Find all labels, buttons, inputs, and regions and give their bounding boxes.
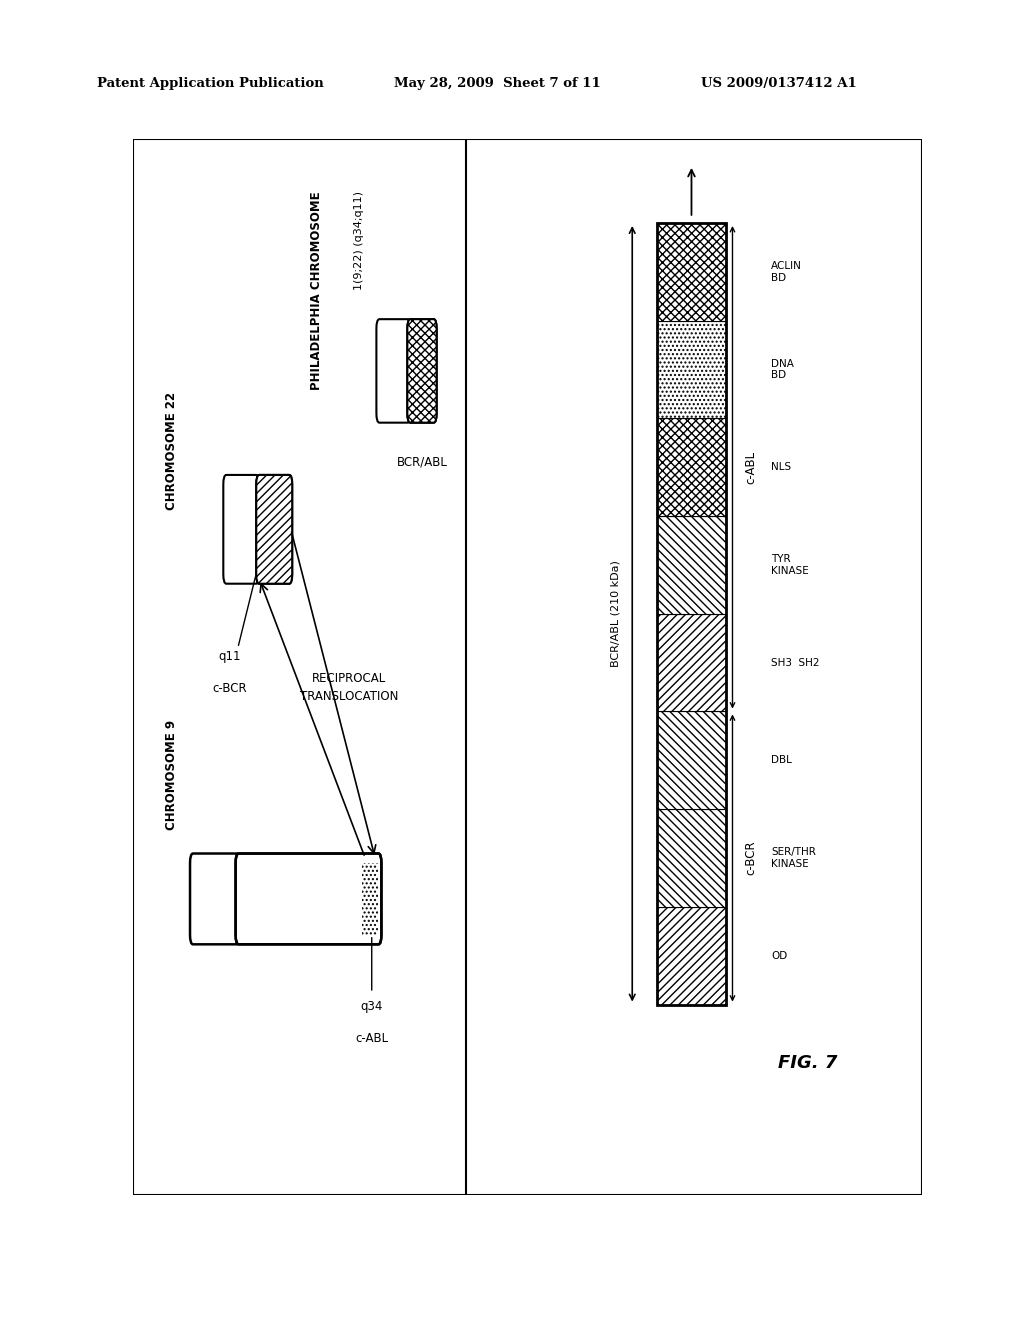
FancyBboxPatch shape bbox=[408, 319, 436, 422]
FancyBboxPatch shape bbox=[236, 854, 381, 944]
FancyBboxPatch shape bbox=[223, 475, 259, 583]
FancyBboxPatch shape bbox=[190, 854, 240, 944]
Bar bbox=[657, 809, 726, 907]
Text: FIG. 7: FIG. 7 bbox=[778, 1053, 838, 1072]
Bar bbox=[657, 223, 726, 1005]
Text: q34: q34 bbox=[360, 1001, 383, 1014]
Text: DBL: DBL bbox=[771, 755, 793, 766]
Text: SH3  SH2: SH3 SH2 bbox=[771, 657, 820, 668]
Bar bbox=[657, 321, 726, 418]
Text: Patent Application Publication: Patent Application Publication bbox=[97, 77, 324, 90]
Text: c-BCR: c-BCR bbox=[212, 682, 247, 694]
FancyBboxPatch shape bbox=[408, 319, 436, 422]
Bar bbox=[657, 516, 726, 614]
Text: CHROMOSOME 9: CHROMOSOME 9 bbox=[165, 719, 178, 829]
FancyBboxPatch shape bbox=[377, 319, 411, 422]
Text: TYR
KINASE: TYR KINASE bbox=[771, 554, 809, 576]
Text: May 28, 2009  Sheet 7 of 11: May 28, 2009 Sheet 7 of 11 bbox=[394, 77, 601, 90]
Text: BCR/ABL (210 kDa): BCR/ABL (210 kDa) bbox=[611, 561, 621, 667]
Text: c-BCR: c-BCR bbox=[743, 841, 757, 875]
Text: c-ABL: c-ABL bbox=[743, 450, 757, 484]
Bar bbox=[657, 711, 726, 809]
Text: NLS: NLS bbox=[771, 462, 792, 473]
Bar bbox=[657, 907, 726, 1005]
Text: BCR/ABL: BCR/ABL bbox=[396, 455, 447, 469]
Text: c-ABL: c-ABL bbox=[355, 1032, 388, 1045]
Text: SER/THR
KINASE: SER/THR KINASE bbox=[771, 847, 816, 869]
Text: ACLIN
BD: ACLIN BD bbox=[771, 261, 802, 282]
FancyBboxPatch shape bbox=[256, 475, 292, 583]
Bar bbox=[657, 614, 726, 711]
Bar bbox=[657, 223, 726, 321]
Text: RECIPROCAL
TRANSLOCATION: RECIPROCAL TRANSLOCATION bbox=[300, 672, 398, 704]
Text: OD: OD bbox=[771, 950, 787, 961]
Bar bbox=[362, 863, 379, 935]
Text: US 2009/0137412 A1: US 2009/0137412 A1 bbox=[701, 77, 857, 90]
Text: DNA
BD: DNA BD bbox=[771, 359, 794, 380]
Text: CHROMOSOME 22: CHROMOSOME 22 bbox=[165, 392, 178, 510]
FancyBboxPatch shape bbox=[256, 475, 292, 583]
Bar bbox=[657, 418, 726, 516]
Text: q11: q11 bbox=[218, 651, 241, 663]
Text: PHILADELPHIA CHROMOSOME: PHILADELPHIA CHROMOSOME bbox=[309, 191, 323, 389]
Text: 1(9;22) (q34;q11): 1(9;22) (q34;q11) bbox=[354, 191, 365, 290]
